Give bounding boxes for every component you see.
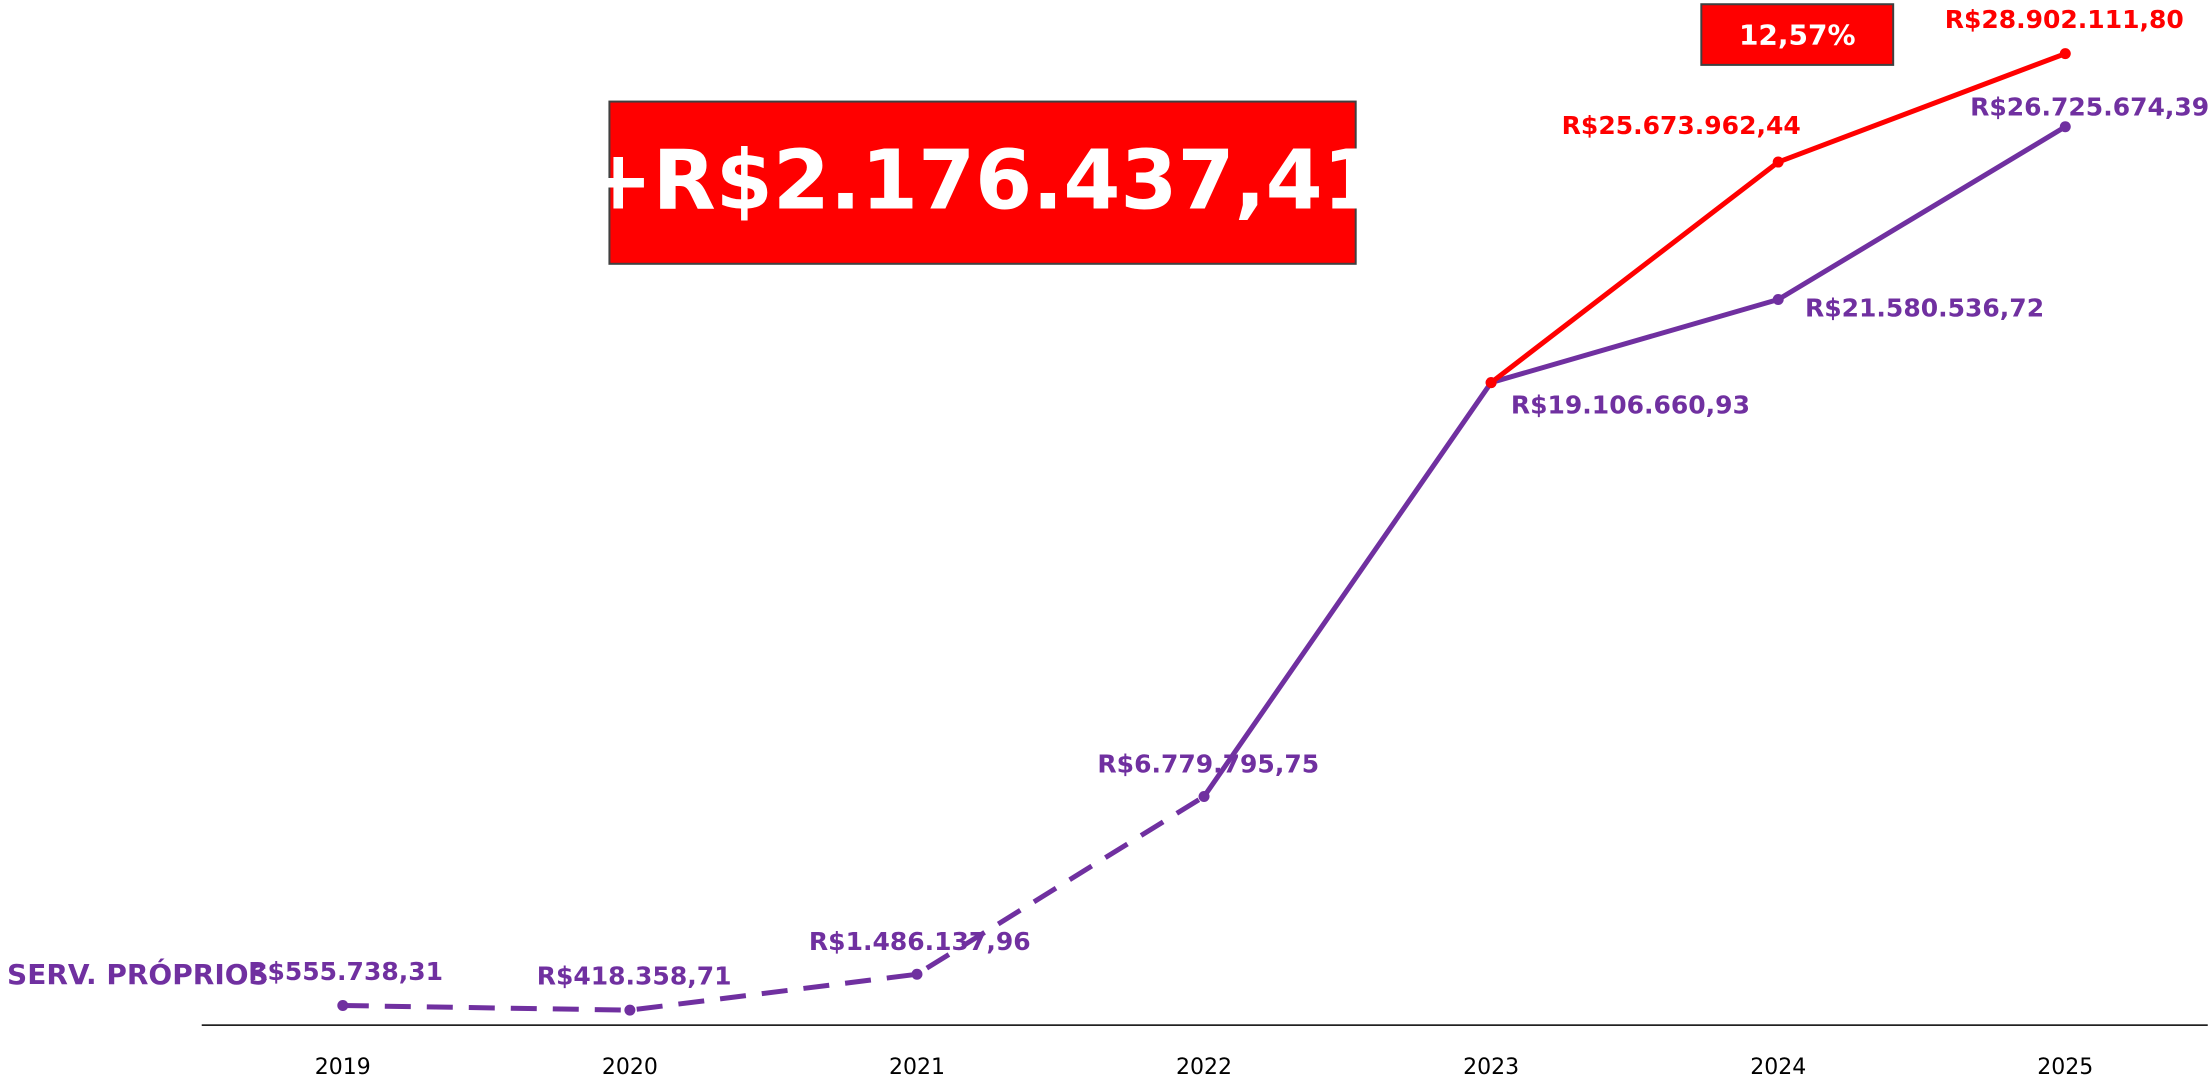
point <box>1485 377 1497 389</box>
value-label: R$25.673.962,44 <box>1562 111 1801 140</box>
x-tick-label: 2019 <box>315 1055 371 1080</box>
annotation-box <box>608 100 1357 265</box>
point <box>337 1000 349 1012</box>
point <box>1772 294 1784 306</box>
line <box>1201 124 2067 798</box>
value-label: R$418.358,71 <box>537 962 732 991</box>
point <box>1772 156 1784 168</box>
point <box>1198 791 1210 803</box>
series-label: SERV. PRÓPRIOS <box>7 957 269 991</box>
value-label: R$6.779.795,75 <box>1097 749 1319 778</box>
annotation-box <box>1700 3 1895 66</box>
value-label: R$26.725.674,39 <box>1970 92 2209 121</box>
point <box>2059 121 2071 133</box>
x-tick-label: 2023 <box>1463 1055 1519 1080</box>
x-tick-label: 2020 <box>602 1055 658 1080</box>
value-label: R$19.106.660,93 <box>1511 391 1750 420</box>
annotation: 12,57% <box>1739 19 1856 52</box>
point <box>911 968 923 980</box>
line <box>342 794 1206 1013</box>
x-tick-label: 2025 <box>2037 1055 2093 1080</box>
x-tick-label: 2024 <box>1750 1055 1806 1080</box>
point <box>624 1004 636 1016</box>
annotation: +R$2.176.437,41 <box>584 134 1380 229</box>
x-tick-label: 2022 <box>1176 1055 1232 1080</box>
value-label: R$1.486.137,96 <box>809 927 1031 956</box>
x-tick-label: 2021 <box>889 1055 945 1080</box>
value-label: R$21.580.536,72 <box>1805 293 2044 322</box>
point <box>2059 48 2071 60</box>
value-label: R$555.738,31 <box>248 957 443 986</box>
value-label: R$28.902.111,80 <box>1945 5 2184 34</box>
